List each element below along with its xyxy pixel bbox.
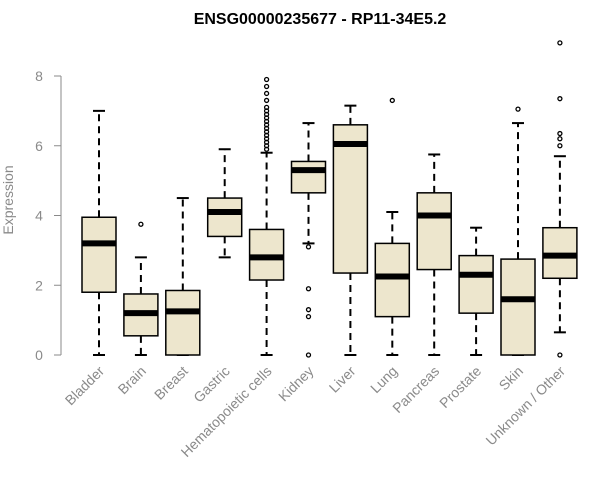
box-group-unknown-other — [542, 40, 578, 358]
box-group-skin — [500, 106, 536, 356]
x-tick-label: Prostate — [436, 363, 484, 411]
box-iqr — [374, 242, 411, 318]
box-group-hematopoietic-cells — [248, 76, 285, 356]
y-tick-label: 8 — [35, 68, 43, 84]
box-group-gastric — [206, 148, 243, 259]
box-group-kidney — [290, 122, 327, 358]
chart-title: ENSG00000235677 - RP11-34E5.2 — [194, 11, 447, 28]
outlier-point — [305, 352, 312, 358]
outlier-point — [557, 352, 563, 358]
outlier-point — [263, 83, 270, 90]
x-tick-label: Kidney — [275, 363, 317, 405]
outlier-point — [305, 313, 312, 320]
box-group-liver — [332, 104, 369, 356]
x-tick-label: Lung — [367, 363, 400, 396]
outlier-point — [557, 136, 563, 142]
outlier-point — [263, 97, 270, 104]
y-axis-label: Expression — [0, 165, 16, 234]
outlier-point — [138, 221, 144, 227]
boxes-layer — [81, 40, 578, 358]
box-group-pancreas — [416, 153, 452, 356]
box-group-brain — [123, 221, 159, 356]
box-iqr — [500, 258, 536, 356]
outlier-point — [305, 286, 312, 292]
box-iqr — [81, 216, 117, 293]
outlier-point — [557, 40, 563, 46]
outlier-point — [557, 96, 563, 102]
x-tick-label: Liver — [326, 363, 359, 396]
x-tick-label: Skin — [496, 363, 527, 394]
outlier-point — [305, 244, 312, 250]
outlier-point — [557, 130, 563, 137]
y-tick-label: 4 — [35, 208, 43, 224]
x-tick-label: Unknown / Other — [482, 363, 568, 449]
box-iqr — [206, 197, 243, 238]
outlier-point — [305, 307, 312, 313]
box-group-breast — [165, 197, 201, 356]
box-iqr — [458, 254, 494, 314]
box-iqr — [332, 124, 369, 274]
x-tick-label: Breast — [151, 363, 191, 403]
box-group-bladder — [81, 109, 117, 356]
outlier-point — [263, 104, 270, 111]
x-tick-label: Bladder — [62, 363, 108, 409]
outlier-point — [389, 97, 395, 104]
outlier-point — [557, 143, 563, 149]
box-iqr — [416, 192, 452, 271]
box-group-lung — [374, 97, 411, 356]
x-tick-label: Pancreas — [389, 363, 442, 416]
box-group-prostate — [458, 226, 494, 356]
y-tick-label: 2 — [35, 277, 43, 293]
outlier-point — [263, 90, 270, 97]
box-iqr — [290, 160, 327, 194]
outlier-point — [515, 106, 521, 112]
outlier-point — [263, 76, 270, 83]
box-iqr — [165, 289, 201, 356]
y-tick-label: 0 — [35, 347, 43, 363]
y-axis: 0 2 4 6 8 — [35, 68, 62, 363]
x-tick-label: Brain — [115, 363, 149, 397]
y-tick-label: 6 — [35, 138, 43, 154]
